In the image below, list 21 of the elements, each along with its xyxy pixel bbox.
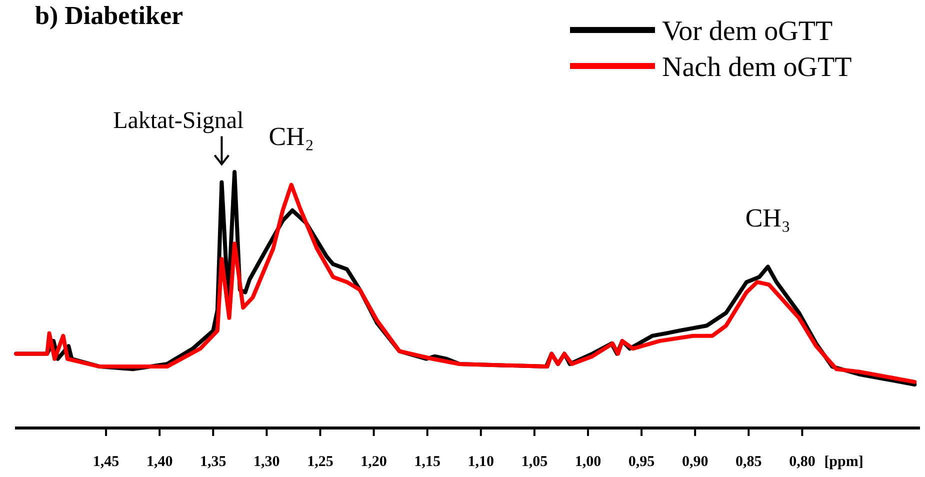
- x-tick-label: 1,00: [574, 454, 602, 470]
- x-tick-label: 0,85: [736, 454, 762, 470]
- x-tick-label: 1,45: [92, 454, 120, 470]
- x-tick-label: 0,90: [682, 454, 708, 470]
- x-tick-label: 0,95: [628, 454, 655, 470]
- annotation: CH₂: [268, 122, 314, 151]
- annotation: CH₃: [745, 204, 791, 233]
- legend-label: Nach dem oGTT: [662, 52, 852, 83]
- x-tick-label: 1,10: [468, 454, 494, 470]
- x-tick-label: 1,35: [200, 454, 226, 470]
- x-tick-label: 1,30: [254, 454, 280, 470]
- x-tick-label: 0,80: [789, 454, 816, 470]
- x-axis-title: [ppm]: [824, 454, 864, 470]
- x-tick-label: 1,40: [146, 454, 173, 470]
- x-tick-label: 1,15: [414, 454, 440, 470]
- chart-title: b) Diabetiker: [35, 1, 184, 30]
- x-tick-label: 1,05: [521, 454, 548, 470]
- legend-label: Vor dem oGTT: [662, 16, 833, 47]
- annotation: Laktat-Signal: [113, 108, 244, 134]
- x-tick-label: 1,25: [307, 454, 334, 470]
- x-tick-label: 1,20: [360, 454, 387, 470]
